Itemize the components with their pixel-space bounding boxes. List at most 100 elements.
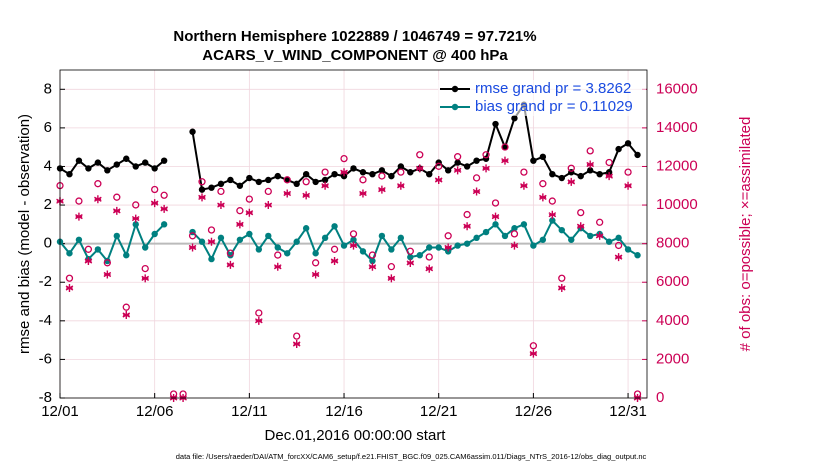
point bbox=[227, 176, 234, 184]
point bbox=[274, 244, 281, 251]
point bbox=[397, 163, 405, 170]
point bbox=[605, 238, 613, 245]
possible-marker bbox=[453, 153, 462, 161]
assimilated-marker bbox=[112, 206, 121, 215]
point bbox=[312, 178, 319, 186]
point bbox=[123, 252, 130, 259]
assimilated-marker bbox=[368, 262, 377, 271]
possible-marker bbox=[245, 195, 254, 203]
assimilated-marker bbox=[576, 222, 585, 231]
point bbox=[473, 234, 480, 242]
possible-marker bbox=[482, 151, 490, 159]
possible-marker bbox=[207, 226, 216, 234]
assimilated-marker bbox=[349, 241, 358, 250]
point bbox=[85, 165, 92, 172]
point bbox=[142, 244, 149, 251]
point bbox=[350, 236, 357, 243]
possible-marker bbox=[614, 241, 623, 250]
assimilated-marker bbox=[94, 195, 102, 204]
assimilated-marker bbox=[595, 231, 604, 240]
point bbox=[160, 221, 168, 228]
possible-marker bbox=[529, 342, 538, 350]
point bbox=[586, 167, 594, 174]
point bbox=[388, 172, 395, 180]
point bbox=[104, 167, 111, 174]
assimilated-marker bbox=[406, 258, 415, 267]
point bbox=[530, 242, 537, 249]
point bbox=[407, 169, 414, 176]
y-tick-label: 6 bbox=[44, 119, 52, 136]
x-tick-label: 12/01 bbox=[41, 403, 79, 420]
assimilated-marker bbox=[245, 208, 254, 217]
assimilated-marker bbox=[605, 172, 613, 181]
possible-marker bbox=[84, 245, 93, 253]
point bbox=[520, 221, 528, 228]
assimilated-marker bbox=[283, 189, 292, 198]
possible-marker bbox=[501, 143, 509, 151]
point bbox=[378, 232, 386, 240]
point bbox=[463, 240, 471, 247]
point bbox=[444, 167, 452, 174]
possible-marker bbox=[520, 168, 528, 176]
point bbox=[397, 234, 405, 242]
assimilated-marker bbox=[557, 284, 566, 293]
assimilated-marker bbox=[397, 181, 405, 190]
possible-marker bbox=[359, 176, 367, 184]
assimilated-marker bbox=[444, 243, 452, 252]
x-tick-label: 12/11 bbox=[231, 403, 267, 420]
possible-marker bbox=[548, 197, 556, 205]
point bbox=[255, 246, 263, 253]
point bbox=[302, 170, 310, 178]
point bbox=[284, 250, 291, 257]
point bbox=[66, 250, 73, 257]
assimilated-marker bbox=[84, 257, 93, 266]
y2-tick-label: 16000 bbox=[656, 80, 698, 97]
assimilated-marker bbox=[321, 181, 329, 190]
y2-tick-label: 0 bbox=[656, 389, 664, 406]
assimilated-marker bbox=[236, 220, 244, 229]
point bbox=[265, 232, 272, 240]
possible-marker bbox=[567, 164, 575, 172]
assimilated-marker bbox=[330, 257, 339, 266]
point bbox=[160, 157, 168, 164]
possible-marker bbox=[577, 208, 585, 217]
y-tick-label: 2 bbox=[44, 196, 52, 213]
possible-marker bbox=[188, 232, 197, 240]
point bbox=[369, 170, 376, 178]
assimilated-marker bbox=[482, 164, 490, 173]
point bbox=[123, 155, 130, 162]
assimilated-marker bbox=[103, 270, 112, 279]
assimilated-marker bbox=[624, 181, 632, 190]
point bbox=[208, 184, 215, 191]
point bbox=[492, 221, 499, 228]
point bbox=[255, 178, 263, 186]
x-tick-label: 12/26 bbox=[515, 403, 553, 420]
point bbox=[331, 170, 338, 178]
point bbox=[501, 232, 509, 240]
possible-marker bbox=[160, 191, 168, 199]
assimilated-marker bbox=[141, 274, 150, 283]
assimilated-marker bbox=[311, 270, 320, 279]
assimilated-marker bbox=[548, 210, 557, 219]
assimilated-marker bbox=[75, 212, 83, 221]
assimilated-marker bbox=[302, 191, 310, 200]
point bbox=[284, 176, 291, 184]
point bbox=[246, 230, 253, 238]
point bbox=[511, 225, 518, 232]
point bbox=[350, 165, 357, 172]
possible-marker bbox=[330, 245, 339, 253]
x-tick-label: 12/06 bbox=[136, 403, 174, 420]
point bbox=[75, 236, 83, 243]
assimilated-marker bbox=[520, 181, 528, 190]
possible-marker bbox=[435, 162, 443, 170]
possible-marker bbox=[425, 253, 433, 261]
point bbox=[586, 232, 594, 240]
point bbox=[113, 232, 121, 240]
x-axis-label: Dec.01,2016 00:00:00 start bbox=[265, 427, 447, 444]
assimilated-marker bbox=[217, 201, 225, 210]
y2-tick-label: 14000 bbox=[656, 119, 698, 136]
point bbox=[132, 221, 139, 228]
y-tick-label: 0 bbox=[44, 235, 52, 252]
point bbox=[321, 176, 329, 184]
possible-marker bbox=[558, 274, 566, 282]
